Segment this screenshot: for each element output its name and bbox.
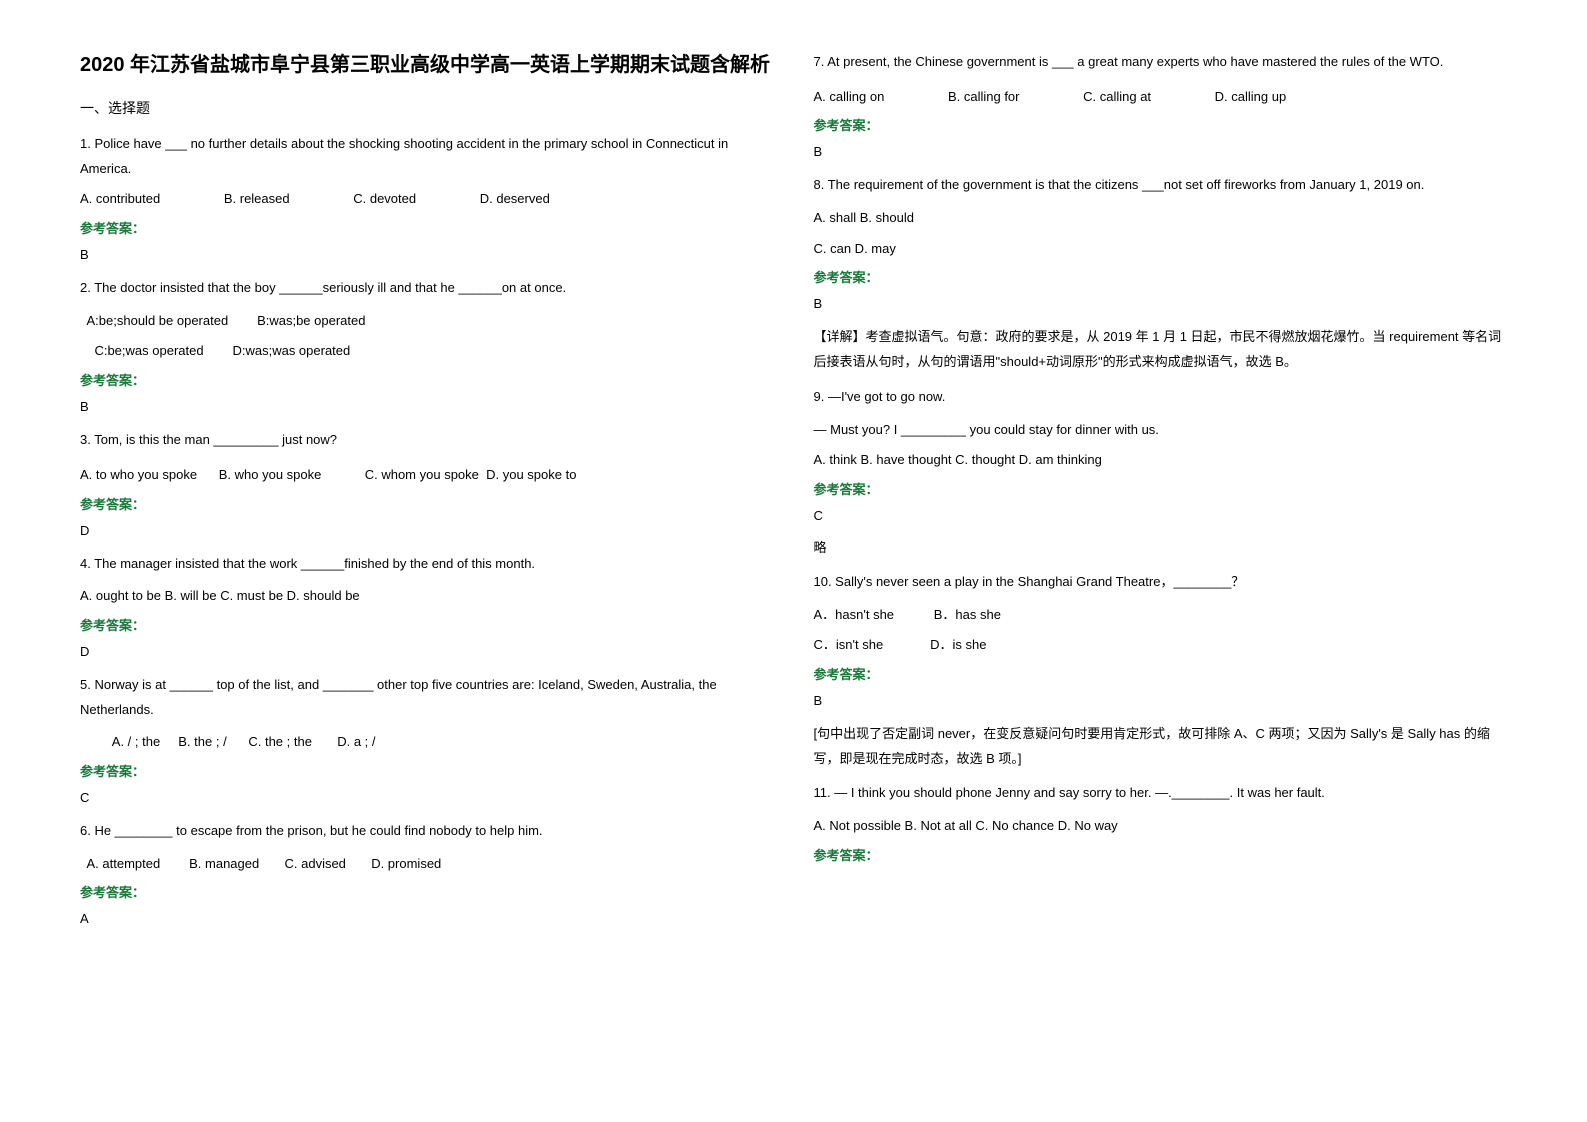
q8-opts-l1: A. shall B. should <box>814 206 1508 231</box>
q7-opt-c: C. calling at <box>1083 85 1151 110</box>
extra-9: 略 <box>814 537 1508 556</box>
q3-opt-a: A. to who you spoke <box>80 467 197 482</box>
q7-opt-d: D. calling up <box>1215 85 1287 110</box>
q5-opts: A. / ; the B. the ; / C. the ; the D. a … <box>80 730 774 755</box>
q7-opts: A. calling on B. calling for C. calling … <box>814 85 1508 110</box>
q1-opt-c: C. devoted <box>353 187 416 212</box>
question-7: 7. At present, the Chinese government is… <box>814 50 1508 75</box>
answer-label-11: 参考答案： <box>814 845 1508 864</box>
question-2: 2. The doctor insisted that the boy ____… <box>80 276 774 301</box>
explanation-8: 【详解】考查虚拟语气。句意：政府的要求是，从 2019 年 1 月 1 日起，市… <box>814 325 1508 374</box>
answer-label-10: 参考答案： <box>814 664 1508 683</box>
question-8: 8. The requirement of the government is … <box>814 173 1508 198</box>
question-6: 6. He ________ to escape from the prison… <box>80 819 774 844</box>
answer-label-3: 参考答案： <box>80 494 774 513</box>
q7-opt-a: A. calling on <box>814 85 885 110</box>
answer-9: C <box>814 508 1508 523</box>
left-column: 2020 年江苏省盐城市阜宁县第三职业高级中学高一英语上学期期末试题含解析 一、… <box>60 50 794 1072</box>
question-5: 5. Norway is at ______ top of the list, … <box>80 673 774 722</box>
q10-opts-l2: C．isn't she D．is she <box>814 633 1508 658</box>
answer-2: B <box>80 399 774 414</box>
q7-opt-b: B. calling for <box>948 85 1020 110</box>
question-11: 11. — I think you should phone Jenny and… <box>814 781 1508 806</box>
q1-opt-b: B. released <box>224 187 290 212</box>
q4-opts: A. ought to be B. will be C. must be D. … <box>80 584 774 609</box>
answer-7: B <box>814 144 1508 159</box>
q11-opts: A. Not possible B. Not at all C. No chan… <box>814 814 1508 839</box>
answer-3: D <box>80 523 774 538</box>
q2-opts-l2: C:be;was operated D:was;was operated <box>80 339 774 364</box>
q3-opt-b: B. who you spoke <box>219 467 322 482</box>
q2-opts-l1: A:be;should be operated B:was;be operate… <box>80 309 774 334</box>
question-9b: — Must you? I _________ you could stay f… <box>814 418 1508 443</box>
answer-label-9: 参考答案： <box>814 479 1508 498</box>
question-3: 3. Tom, is this the man _________ just n… <box>80 428 774 453</box>
answer-label-7: 参考答案： <box>814 115 1508 134</box>
question-1-options: A. contributed B. released C. devoted D.… <box>80 187 774 212</box>
answer-1: B <box>80 247 774 262</box>
answer-5: C <box>80 790 774 805</box>
q3-opt-d: D. you spoke to <box>486 467 576 482</box>
answer-10: B <box>814 693 1508 708</box>
question-10: 10. Sally's never seen a play in the Sha… <box>814 570 1508 595</box>
answer-8: B <box>814 296 1508 311</box>
answer-label-8: 参考答案： <box>814 267 1508 286</box>
q1-opt-a: A. contributed <box>80 187 160 212</box>
section-header: 一、选择题 <box>80 98 774 118</box>
answer-label-1: 参考答案： <box>80 218 774 237</box>
question-4: 4. The manager insisted that the work __… <box>80 552 774 577</box>
question-9a: 9. —I've got to go now. <box>814 385 1508 410</box>
answer-label-4: 参考答案： <box>80 615 774 634</box>
answer-label-2: 参考答案： <box>80 370 774 389</box>
q6-opts: A. attempted B. managed C. advised D. pr… <box>80 852 774 877</box>
explanation-10: [句中出现了否定副词 never，在变反意疑问句时要用肯定形式，故可排除 A、C… <box>814 722 1508 771</box>
answer-label-5: 参考答案： <box>80 761 774 780</box>
q10-opts-l1: A．hasn't she B．has she <box>814 603 1508 628</box>
q8-opts-l2: C. can D. may <box>814 237 1508 262</box>
right-column: 7. At present, the Chinese government is… <box>794 50 1528 1072</box>
question-1: 1. Police have ___ no further details ab… <box>80 132 774 181</box>
q3-opts: A. to who you spoke B. who you spoke C. … <box>80 463 774 488</box>
q1-opt-d: D. deserved <box>480 187 550 212</box>
page-title: 2020 年江苏省盐城市阜宁县第三职业高级中学高一英语上学期期末试题含解析 <box>80 50 774 80</box>
answer-label-6: 参考答案： <box>80 882 774 901</box>
q9-opts: A. think B. have thought C. thought D. a… <box>814 448 1508 473</box>
answer-4: D <box>80 644 774 659</box>
answer-6: A <box>80 911 774 926</box>
q3-opt-c: C. whom you spoke <box>365 467 479 482</box>
